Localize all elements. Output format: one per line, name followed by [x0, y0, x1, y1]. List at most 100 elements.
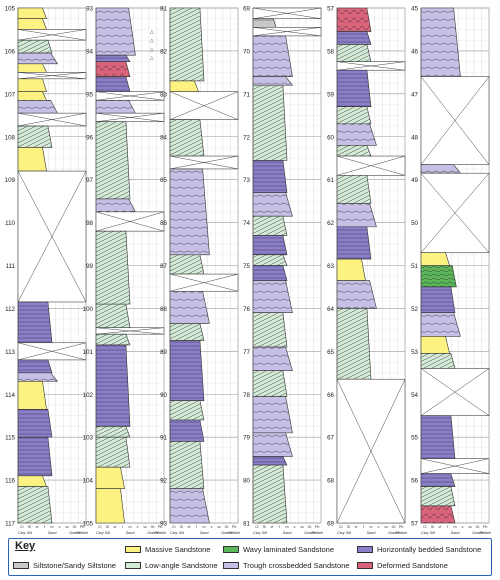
- key-item-massive: Massive Sandstone: [125, 545, 210, 554]
- massive-bed: [169, 80, 199, 92]
- grain-size-label: Si: [106, 525, 109, 529]
- grain-class-label: Silt: [27, 531, 33, 535]
- horiz-bed: [17, 359, 53, 374]
- key-label-massive: Massive Sandstone: [145, 545, 211, 554]
- massive-bed: [17, 7, 47, 20]
- grain-size-label: c: [294, 525, 296, 529]
- low-bed: [17, 39, 53, 54]
- depth-label: 53: [411, 349, 418, 356]
- trough-bed: [169, 168, 210, 256]
- depth-label: 97: [86, 177, 93, 184]
- depth-label: 82: [160, 48, 167, 55]
- grain-size-label: Cl: [20, 525, 24, 529]
- trough-bed: [252, 192, 293, 217]
- depth-label: 100: [83, 306, 94, 313]
- grain-class-label: Gravel: [69, 531, 80, 535]
- depth-label: 62: [327, 220, 334, 227]
- massive-bed: [336, 258, 366, 281]
- horiz-bed: [252, 456, 288, 466]
- depth-label: 88: [160, 306, 167, 313]
- grain-size-label: vc: [143, 525, 147, 529]
- grain-size-label: vf: [270, 525, 273, 529]
- depth-label: 91: [160, 435, 167, 442]
- grain-size-label: vf: [354, 525, 357, 529]
- depth-label: 64: [327, 306, 334, 313]
- grain-size-label: Cl: [339, 525, 343, 529]
- depth-label: 67: [327, 435, 334, 442]
- horiz-swatch: [357, 546, 373, 553]
- depth-label: 59: [327, 91, 334, 98]
- depth-label: 74: [243, 220, 250, 227]
- depth-label: 57: [411, 521, 418, 528]
- trough-bed: [336, 280, 377, 309]
- key-label-silt: Siltstone/Sandy Siltstone: [33, 561, 116, 570]
- horiz-bed: [252, 160, 288, 193]
- depth-label: 98: [86, 220, 93, 227]
- grain-size-label: vf: [187, 525, 190, 529]
- depth-label: 45: [411, 6, 418, 13]
- depth-label: 95: [86, 91, 93, 98]
- grain-class-label: Silt: [105, 531, 111, 535]
- grain-class-label: Pebble: [311, 531, 323, 535]
- depth-label: 109: [5, 177, 16, 184]
- low-bed: [95, 426, 131, 438]
- depth-label: 108: [5, 134, 16, 141]
- low-bed: [336, 106, 372, 125]
- mudclast-symbol: △: [150, 30, 154, 36]
- grain-size-label: vc: [468, 525, 472, 529]
- silt-swatch: [13, 562, 29, 569]
- low-bed: [336, 308, 372, 380]
- covered-interval: [17, 29, 87, 41]
- grain-size-label: Pb: [232, 525, 236, 529]
- horiz-bed: [420, 473, 456, 487]
- horiz-bed: [336, 69, 372, 108]
- grain-size-label: Cl: [98, 525, 102, 529]
- key-item-trough: Trough crossbedded Sandstone: [223, 561, 349, 570]
- key-item-wavy: Wavy laminated Sandstone: [223, 545, 334, 554]
- grain-size-label: m: [454, 525, 457, 529]
- depth-label: 83: [160, 91, 167, 98]
- covered-interval: [420, 172, 490, 253]
- depth-label: 52: [411, 306, 418, 313]
- covered-interval: [169, 91, 239, 120]
- trough-bed: [95, 99, 136, 114]
- depth-label: 72: [243, 134, 250, 141]
- depth-label: 103: [83, 435, 94, 442]
- grain-class-label: Pebble: [76, 531, 88, 535]
- grain-size-label: vf: [35, 525, 38, 529]
- depth-label: 89: [160, 349, 167, 356]
- depth-label: 66: [327, 392, 334, 399]
- depth-label: 58: [327, 48, 334, 55]
- low-bed: [95, 333, 131, 346]
- massive-bed: [95, 466, 125, 489]
- trough-bed: [420, 312, 461, 337]
- trough-bed: [17, 52, 58, 65]
- grain-class-label: Pebble: [395, 531, 407, 535]
- low-bed: [252, 370, 288, 397]
- grain-class-label: Silt: [262, 531, 268, 535]
- covered-interval: [336, 155, 406, 176]
- grain-size-label: f: [44, 525, 45, 529]
- grain-class-label: Pebble: [154, 531, 166, 535]
- grain-size-label: Cl: [255, 525, 259, 529]
- grain-size-label: f: [279, 525, 280, 529]
- low-bed: [95, 121, 131, 200]
- massive-swatch: [125, 546, 141, 553]
- grain-size-label: Gr: [151, 525, 156, 529]
- grain-size-label: Pb: [315, 525, 319, 529]
- depth-label: 96: [86, 134, 93, 141]
- depth-label: 65: [327, 349, 334, 356]
- covered-interval: [17, 72, 87, 80]
- grain-class-label: Silt: [430, 531, 436, 535]
- trough-bed: [336, 123, 377, 146]
- horiz-bed: [420, 286, 456, 314]
- grain-size-label: Si: [180, 525, 183, 529]
- grain-size-label: Gr: [308, 525, 313, 529]
- massive-bed: [17, 475, 47, 487]
- covered-interval: [95, 112, 165, 123]
- depth-label: 55: [411, 435, 418, 442]
- horiz-bed: [252, 265, 288, 281]
- grain-class-label: Clay: [96, 531, 105, 535]
